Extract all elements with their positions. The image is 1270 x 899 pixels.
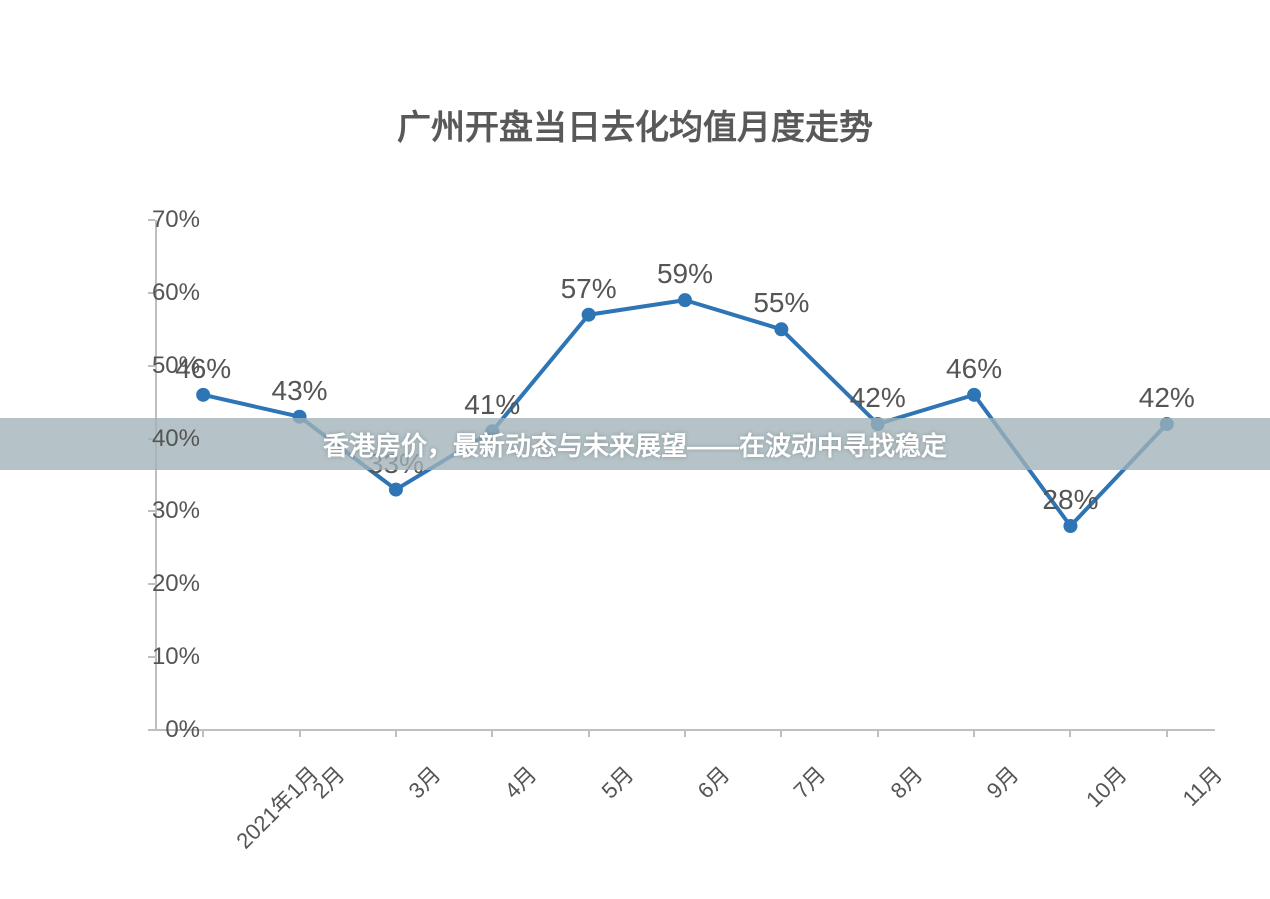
- value-label: 28%: [1042, 484, 1098, 516]
- x-tick-label: 8月: [882, 758, 929, 805]
- series-marker: [1063, 519, 1077, 533]
- series-marker: [774, 322, 788, 336]
- x-tick-label: 2021年1月: [228, 758, 325, 855]
- x-tick-label: 6月: [689, 758, 736, 805]
- x-tick-label: 5月: [593, 758, 640, 805]
- x-tick-mark: [588, 730, 590, 737]
- x-tick-label: 7月: [785, 758, 832, 805]
- series-marker: [389, 483, 403, 497]
- chart-title: 广州开盘当日去化均值月度走势: [0, 100, 1270, 149]
- line-series-svg: [155, 220, 1215, 730]
- x-tick-mark: [202, 730, 204, 737]
- series-line: [203, 300, 1167, 526]
- value-label: 55%: [753, 287, 809, 319]
- y-tick-label: 10%: [100, 643, 200, 671]
- x-tick-mark: [684, 730, 686, 737]
- y-tick-label: 20%: [100, 570, 200, 598]
- value-label: 57%: [561, 273, 617, 305]
- value-label: 42%: [1139, 382, 1195, 414]
- value-label: 43%: [272, 375, 328, 407]
- series-marker: [967, 388, 981, 402]
- x-tick-mark: [395, 730, 397, 737]
- x-tick-mark: [299, 730, 301, 737]
- x-tick-label: 3月: [400, 758, 447, 805]
- chart-container: 广州开盘当日去化均值月度走势 2021年1月2月 3月 4月 5月 6月 7月 8月 9月 10…: [0, 0, 1270, 899]
- series-marker: [678, 293, 692, 307]
- value-label: 41%: [464, 389, 520, 421]
- value-label: 59%: [657, 258, 713, 290]
- y-tick-label: 30%: [100, 497, 200, 525]
- x-tick-label: 9月: [978, 758, 1025, 805]
- y-tick-label: 60%: [100, 279, 200, 307]
- value-label: 42%: [850, 382, 906, 414]
- x-tick-mark: [973, 730, 975, 737]
- x-tick-mark: [877, 730, 879, 737]
- watermark-text: 香港房价，最新动态与未来展望——在波动中寻找稳定: [323, 426, 947, 463]
- x-tick-label: 11月: [1174, 758, 1228, 812]
- y-tick-label: 50%: [100, 352, 200, 380]
- y-tick-label: 40%: [100, 425, 200, 453]
- plot-area: 2021年1月2月3月4月5月6月7月8月9月10月11月46%43%33%41…: [155, 220, 1215, 730]
- x-tick-label: 2月: [304, 758, 351, 805]
- y-tick-label: 70%: [100, 206, 200, 234]
- x-tick-mark: [1166, 730, 1168, 737]
- y-tick-label: 0%: [100, 716, 200, 744]
- x-tick-mark: [1069, 730, 1071, 737]
- x-tick-mark: [491, 730, 493, 737]
- x-tick-mark: [780, 730, 782, 737]
- x-tick-label: 10月: [1078, 758, 1133, 813]
- series-marker: [196, 388, 210, 402]
- x-tick-label: 4月: [496, 758, 543, 805]
- value-label: 46%: [946, 353, 1002, 385]
- series-marker: [582, 308, 596, 322]
